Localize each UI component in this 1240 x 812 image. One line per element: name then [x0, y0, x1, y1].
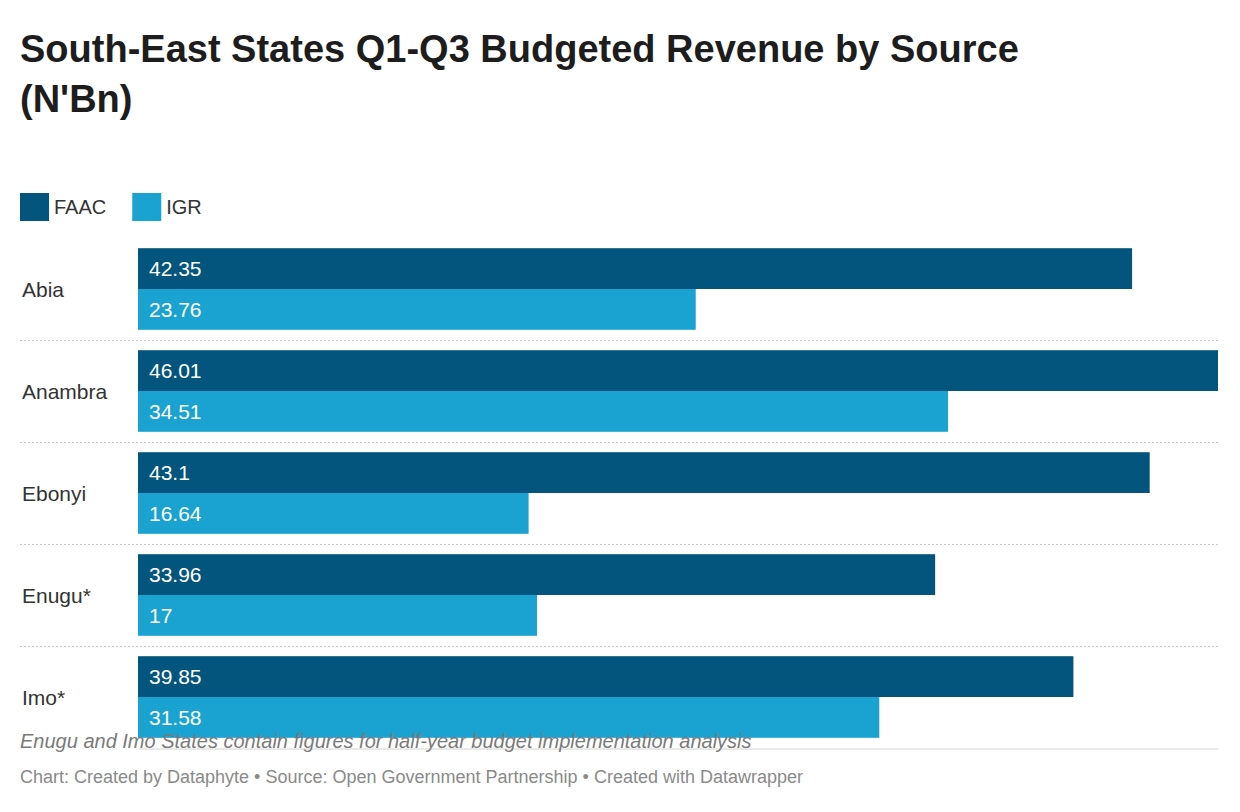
- data-labels: 42.35 46.01 43.1 33.96 39.85 23.76 34.51 16.64 1…: [149, 257, 202, 729]
- bar: [138, 656, 1073, 697]
- data-label: 39.85: [149, 665, 202, 688]
- bar: [138, 391, 948, 432]
- legend-label: IGR: [166, 196, 202, 218]
- legend-swatch: [20, 193, 49, 221]
- bar: [138, 554, 935, 595]
- legend-label: FAAC: [54, 196, 106, 218]
- row-separator: [20, 646, 1218, 647]
- data-label: 31.58: [149, 706, 202, 729]
- data-label: 16.64: [149, 502, 202, 525]
- chart: South-East States Q1-Q3 Budgeted Revenue…: [0, 0, 1240, 812]
- title: South-East States Q1-Q3 Budgeted Revenue…: [20, 28, 1019, 120]
- data-label: 23.76: [149, 298, 202, 321]
- data-label: 42.35: [149, 257, 202, 280]
- data-label: 33.96: [149, 563, 202, 586]
- category-label: Anambra: [22, 380, 108, 403]
- row-separators: [20, 341, 1218, 647]
- category-label: Enugu*: [22, 584, 91, 607]
- row-separator: [20, 442, 1218, 443]
- bar: [138, 452, 1150, 493]
- bar: [138, 289, 696, 330]
- note: Enugu and Imo States contain figures for…: [20, 730, 752, 752]
- category-label: Imo*: [22, 686, 65, 709]
- bar: [138, 595, 537, 636]
- data-label: 34.51: [149, 400, 202, 423]
- bar: [138, 493, 529, 534]
- category-label: Ebonyi: [22, 482, 86, 505]
- category-labels: Abia Anambra Ebonyi Enugu* Imo*: [22, 278, 108, 709]
- row-separator: [20, 340, 1218, 341]
- legend-swatch: [132, 193, 161, 221]
- data-label: 17: [149, 604, 172, 627]
- row-separator: [20, 544, 1218, 545]
- category-label: Abia: [22, 278, 64, 301]
- legend-item: IGR: [132, 193, 202, 221]
- bar: [138, 350, 1218, 391]
- legend: FAAC IGR: [20, 193, 202, 221]
- bars: [138, 248, 1218, 738]
- data-label: 46.01: [149, 359, 202, 382]
- bar: [138, 248, 1132, 289]
- legend-item: FAAC: [20, 193, 106, 221]
- credit: Chart: Created by Dataphyte • Source: Op…: [20, 767, 803, 787]
- data-label: 43.1: [149, 461, 190, 484]
